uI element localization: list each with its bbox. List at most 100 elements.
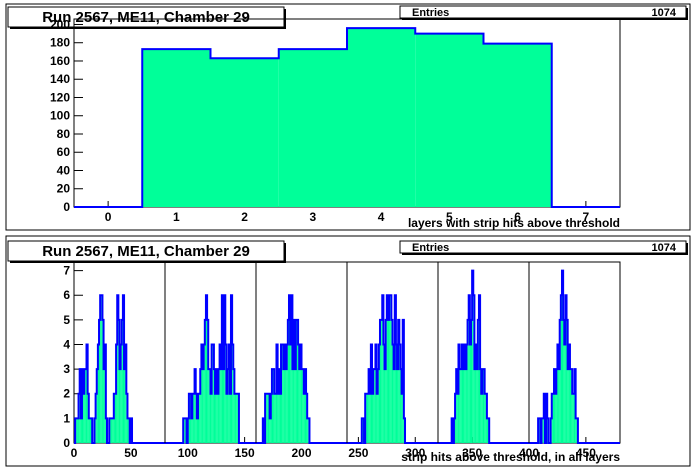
bar [286,344,288,443]
bar [233,369,235,443]
y-tick-label: 7 [63,264,70,278]
stats-label: Entries [412,7,449,19]
histogram-outline [74,269,620,444]
bar [103,369,105,443]
y-tick-label: 160 [50,54,70,68]
bar [219,344,221,443]
stats-box: Entries 1074 [399,5,688,20]
bar [552,393,555,443]
bar [210,393,212,443]
bar [277,393,279,443]
histogram-outline [74,27,620,208]
bar [121,319,123,443]
bar [208,369,210,443]
bar [279,393,282,443]
bar [110,418,112,443]
bar [477,319,479,443]
bar [273,369,275,443]
bar [387,319,390,443]
bar [205,295,208,443]
bar [293,319,295,443]
stats-box-bg [399,5,687,19]
bar [117,295,119,443]
bar [395,344,398,443]
bar [466,344,468,443]
bar [561,270,564,443]
stats-entries-value: 1074 [652,7,677,19]
bar [100,295,102,443]
bar [465,369,467,443]
bar [298,344,300,443]
bar [468,295,470,443]
bar [398,319,400,443]
bar [384,369,386,443]
y-tick-label: 80 [57,127,71,141]
bar [563,319,565,443]
y-tick-label: 6 [63,288,70,302]
bar [376,393,378,443]
pad-title: Run 2567, ME11, Chamber 29 [42,243,250,260]
bar [575,418,577,443]
bar [572,393,574,443]
bar [118,319,120,443]
x-tick-label: 300 [405,446,425,460]
bar [196,418,198,443]
bar [379,319,382,443]
y-tick-label: 120 [50,90,70,104]
bar [386,295,388,443]
x-tick-label: 5 [446,210,453,224]
bar [300,344,302,443]
bar [200,369,202,443]
x-tick-label: 3 [310,210,317,224]
bar [382,295,384,443]
bar [560,295,562,443]
bar [294,369,296,443]
bar [266,393,268,443]
bar [463,369,465,443]
y-tick-label: 180 [50,36,70,50]
bar [469,344,471,443]
bar [267,393,269,443]
bar [217,393,219,443]
bar [391,319,393,443]
bar [127,418,129,443]
stats-box: Entries 1074 [399,240,688,255]
bar [459,369,461,443]
bar [397,369,399,443]
bar [571,369,573,443]
bar [111,418,113,443]
bar [226,393,228,443]
x-tick-label: 450 [576,446,596,460]
bar [220,369,222,443]
y-tick-label: 1 [63,411,70,425]
bar [389,295,391,443]
bar [210,58,279,207]
bar [366,393,368,443]
bar [191,418,193,443]
bar [378,344,380,443]
bar [236,393,238,443]
bar [89,418,92,443]
bar [80,418,82,443]
bar [475,344,477,443]
bar [101,295,103,443]
pad-strip-hits-histogram: Run 2567, ME11, Chamber 29 Entries 1074 … [5,235,691,467]
y-tick-label: 4 [63,337,70,351]
bar [283,369,285,443]
bar [381,319,383,443]
bar [367,393,369,443]
bar [96,369,98,443]
x-tick-label: 0 [105,210,112,224]
bar [201,344,203,443]
bar [372,393,374,443]
bar [290,344,292,443]
bar [556,369,558,443]
bar [568,344,570,443]
x-tick-label: 6 [514,210,521,224]
bar [97,344,100,443]
bar [285,369,287,443]
bar [119,369,121,443]
bar [476,369,478,443]
bar [271,369,274,443]
bar [559,319,561,443]
